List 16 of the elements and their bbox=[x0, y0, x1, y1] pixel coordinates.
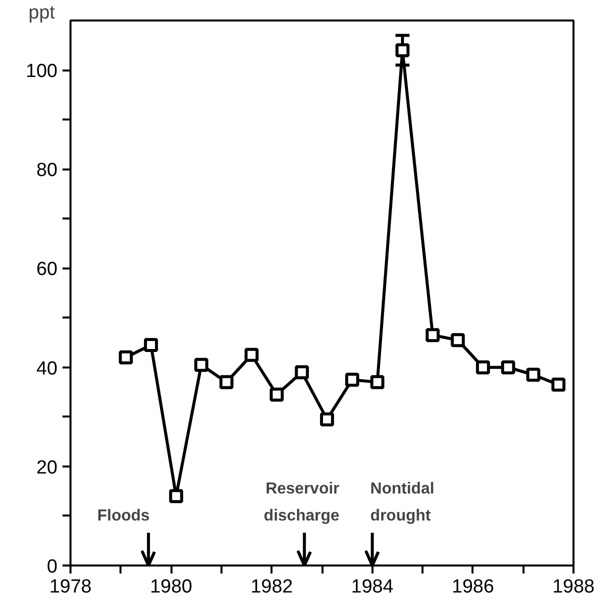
ref-line-label: Reservoir discharge bbox=[264, 480, 340, 525]
legend-label: Floods bbox=[97, 508, 150, 525]
y-tick-label: 40 bbox=[36, 358, 58, 380]
x-tick-label: 1988 bbox=[552, 576, 595, 598]
x-tick-label: 1978 bbox=[49, 576, 92, 598]
y-tick-label: 60 bbox=[36, 259, 58, 280]
y-tick-label: 100 bbox=[26, 61, 58, 82]
x-tick-label: 1980 bbox=[150, 576, 192, 598]
x-tick-label: 1986 bbox=[452, 576, 494, 598]
y-axis-title: ppt bbox=[28, 2, 56, 24]
y-tick-label: 20 bbox=[36, 457, 58, 478]
y-tick-label: 80 bbox=[36, 160, 58, 182]
y-tick-label: 0 bbox=[46, 556, 58, 578]
ref-line-label: Nontidal drought bbox=[370, 480, 434, 525]
x-tick-label: 1982 bbox=[250, 576, 293, 598]
x-tick-label: 1984 bbox=[351, 576, 394, 598]
